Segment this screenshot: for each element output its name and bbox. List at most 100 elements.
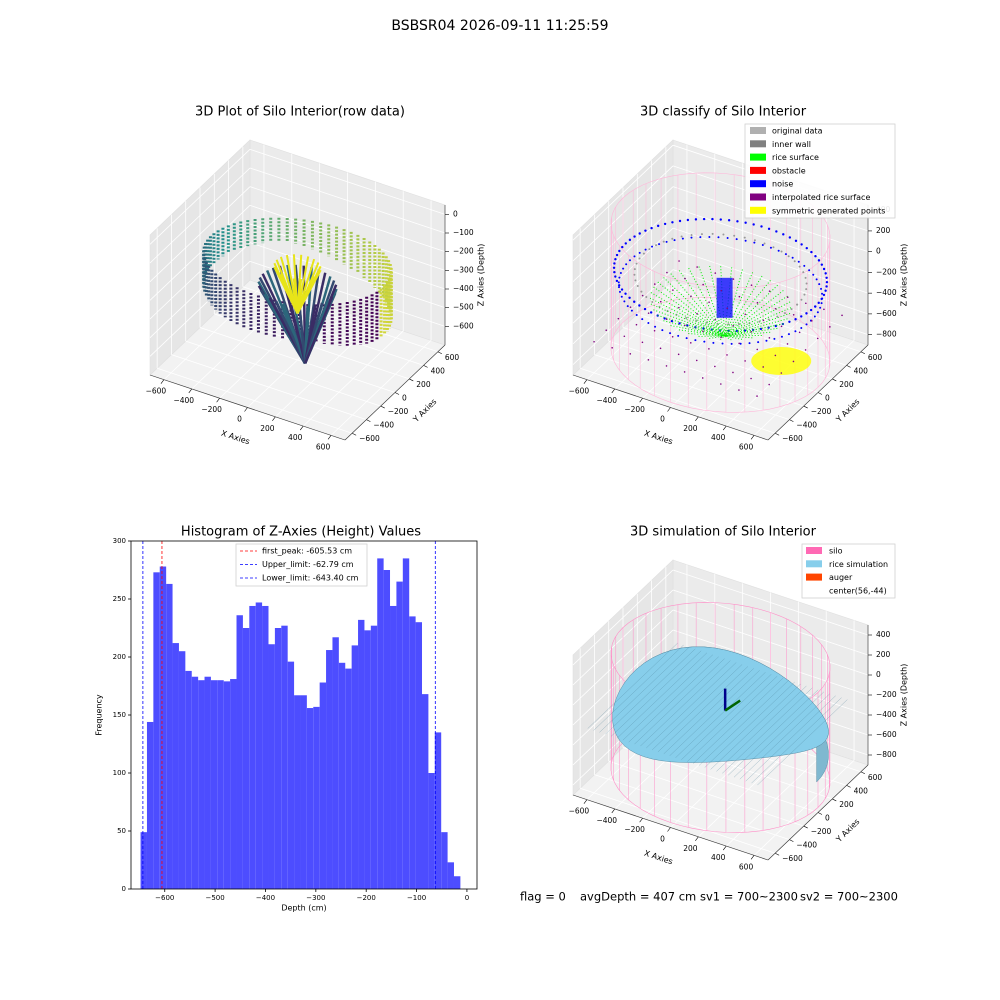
decor-wall <box>700 233 703 236</box>
y-tick-label: −400 <box>796 841 817 850</box>
histogram-bar <box>198 680 205 889</box>
z-tick-label: 0 <box>876 247 881 256</box>
decor-noise <box>787 333 790 336</box>
z-tick-label: −600 <box>876 309 897 318</box>
tick-mark <box>789 419 794 422</box>
y-tick-label: 50 <box>117 827 126 835</box>
decor-noise <box>825 285 828 288</box>
decor-interp <box>672 289 674 291</box>
decor-interp <box>696 266 698 268</box>
tick-mark <box>272 416 276 421</box>
decor-wall <box>648 248 651 251</box>
x-tick-label: −200 <box>201 405 222 414</box>
histogram-bar <box>140 832 147 889</box>
decor-interp <box>690 295 692 297</box>
legend-label: obstacle <box>772 166 806 175</box>
tick-mark <box>244 407 248 412</box>
tick-mark <box>611 808 616 814</box>
legend-label: auger <box>829 573 853 582</box>
grid-line <box>651 299 847 366</box>
decor-rice <box>724 267 733 337</box>
y-tick-label: −600 <box>782 434 803 443</box>
decor-mesh <box>587 642 678 729</box>
decor-interp <box>732 371 734 374</box>
decor-noise <box>677 334 680 337</box>
tick-mark <box>817 392 823 395</box>
decor-interp <box>750 284 753 286</box>
y-axis-line <box>344 344 446 441</box>
tick-mark <box>380 405 385 409</box>
decor-mesh <box>652 664 743 751</box>
grid-line <box>249 204 446 271</box>
x-tick-label: −400 <box>596 816 617 825</box>
decor-noise <box>613 262 616 265</box>
decor-noise <box>708 235 711 238</box>
histogram-bar <box>383 570 391 889</box>
grid-line <box>572 569 674 666</box>
decor-interp <box>792 313 795 316</box>
decor-interp <box>726 307 729 310</box>
decor-noise <box>808 269 811 272</box>
decor-wall <box>658 305 661 308</box>
decor-noise <box>794 330 797 333</box>
tick-mark <box>846 365 851 368</box>
histogram-bar <box>191 676 199 889</box>
x-tick-label: 400 <box>711 433 726 442</box>
grid-line <box>580 787 776 854</box>
decor-wall <box>738 323 741 326</box>
tick-mark <box>803 825 808 829</box>
x-tick-label: −200 <box>357 894 376 902</box>
decor-noise <box>618 290 621 293</box>
decor-wall <box>790 308 793 311</box>
decor-wall <box>753 239 756 242</box>
decor-noise <box>805 246 808 250</box>
decor-mesh <box>640 660 731 747</box>
decor-mesh <box>728 689 819 776</box>
decor-noise <box>617 281 620 284</box>
decor-interp <box>780 372 783 374</box>
legend-swatch <box>806 573 822 581</box>
x-tick-label: −200 <box>624 825 645 834</box>
y-tick-label: 0 <box>122 885 126 893</box>
decor-noise <box>711 217 714 221</box>
decor-noise <box>759 327 763 331</box>
decor-noise <box>817 259 821 262</box>
decor-noise <box>673 239 676 242</box>
tick-mark <box>832 798 837 802</box>
decor-mesh <box>704 681 795 768</box>
decor-noise <box>743 329 747 332</box>
decor-mesh <box>663 668 754 754</box>
grid-line <box>249 186 446 253</box>
decor-noise <box>805 323 808 326</box>
histogram-bar <box>262 605 269 889</box>
decor-wall <box>798 265 801 268</box>
decor-noise <box>628 238 632 242</box>
decor-wall <box>733 234 736 237</box>
z-axis-label: Z Axies (Depth) <box>477 244 486 307</box>
decor-interp <box>653 329 656 332</box>
decor-interp <box>720 336 722 339</box>
decor-noise <box>822 293 826 297</box>
decor-wall <box>685 316 688 319</box>
histogram-bar <box>294 695 301 889</box>
decor-noise <box>686 324 689 327</box>
decor-noise <box>685 337 688 340</box>
decor-noise <box>784 253 787 256</box>
tick-mark <box>789 839 794 842</box>
decor-rice <box>670 325 725 337</box>
tick-mark <box>437 351 442 355</box>
decor-interp <box>732 278 735 280</box>
decor-noise <box>665 240 668 243</box>
decor-noise <box>721 342 724 345</box>
decor-interp <box>641 294 644 297</box>
x-tick-label: 600 <box>739 442 754 451</box>
decor-wall <box>671 237 674 240</box>
legend-swatch <box>750 166 766 174</box>
decor-cone <box>298 305 307 364</box>
decor-interp <box>647 359 650 361</box>
decor-interp <box>768 337 771 339</box>
x-tick-label: 0 <box>237 415 242 424</box>
decor-noise <box>821 297 824 300</box>
decor-noise <box>769 246 772 249</box>
grid-line <box>249 167 446 234</box>
